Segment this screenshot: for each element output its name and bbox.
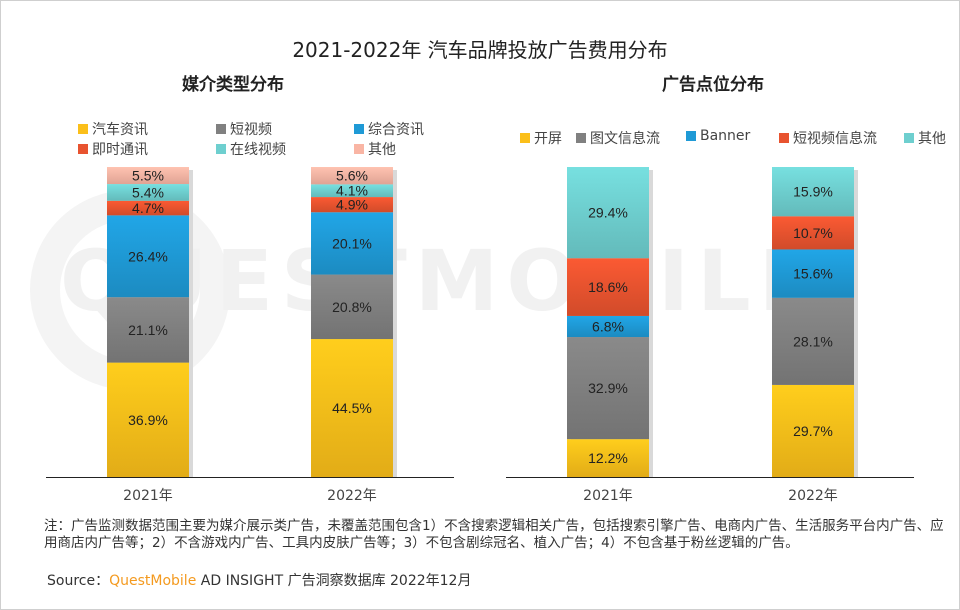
bar-segment — [107, 297, 189, 363]
chart-title: 2021-2022年 汽车品牌投放广告费用分布 — [292, 38, 668, 62]
data-label: 26.4% — [128, 248, 168, 264]
legend-swatch — [354, 144, 364, 154]
x-tick-label: 2021年 — [123, 488, 173, 504]
legend-swatch — [686, 131, 696, 141]
data-label: 15.9% — [793, 184, 833, 200]
x-tick-label: 2022年 — [788, 488, 838, 504]
data-label: 5.6% — [336, 168, 368, 184]
bar-segment — [772, 216, 854, 250]
footnote: 注：广告监测数据范围主要为媒介展示类广告，未覆盖范围包含1）不含搜索逻辑相关广告… — [44, 518, 944, 551]
bar-segment — [107, 215, 189, 298]
legend-item: 开屏 — [520, 128, 562, 148]
data-label: 12.2% — [588, 450, 628, 466]
data-label: 4.9% — [336, 197, 368, 213]
data-label: 29.4% — [588, 205, 628, 221]
source-rest: AD INSIGHT 广告洞察数据库 2022年12月 — [196, 573, 472, 589]
bar-segment — [107, 200, 189, 216]
bar-segment — [772, 297, 854, 385]
bar-segment — [567, 439, 649, 477]
legend-item: 短视频 — [216, 119, 272, 139]
bar-segment — [107, 167, 189, 185]
legend-label: 图文信息流 — [590, 131, 660, 147]
legend-item: 在线视频 — [216, 139, 286, 159]
legend-item: Banner — [686, 128, 750, 144]
bar-segment — [567, 258, 649, 316]
bar-segment — [772, 249, 854, 298]
data-label: 6.8% — [592, 319, 624, 335]
bar-segment — [107, 184, 189, 201]
legend-item: 综合资讯 — [354, 119, 424, 139]
legend-swatch — [520, 133, 530, 143]
legend-swatch — [354, 124, 364, 134]
data-label: 20.1% — [332, 235, 372, 251]
legend-swatch — [216, 144, 226, 154]
legend-item: 其他 — [904, 128, 946, 148]
bar-segment — [772, 384, 854, 477]
legend-swatch — [779, 133, 789, 143]
bar-segment — [311, 212, 393, 275]
data-label: 18.6% — [588, 279, 628, 295]
bar-segment — [311, 197, 393, 213]
legend-item: 短视频信息流 — [779, 128, 877, 148]
chart-0: 36.9% 21.1% 26.4% 4.7%5.4%5.5% 2021年 44.5% 20.… — [46, 167, 454, 504]
x-tick-label: 2021年 — [583, 488, 633, 504]
source-line: Source：QuestMobile AD INSIGHT 广告洞察数据库 20… — [47, 570, 471, 590]
bar-segment — [772, 167, 854, 217]
data-label: 5.4% — [132, 184, 164, 200]
bar-segment — [567, 337, 649, 440]
legend-label: 即时通讯 — [92, 142, 148, 158]
legend-swatch — [216, 124, 226, 134]
bar-segment — [567, 167, 649, 259]
data-label: 36.9% — [128, 412, 168, 428]
data-label: 29.7% — [793, 423, 833, 439]
data-label: 4.7% — [132, 200, 164, 216]
data-label: 5.5% — [132, 168, 164, 184]
x-tick-label: 2022年 — [327, 488, 377, 504]
legend-label: 综合资讯 — [368, 122, 424, 138]
data-label: 15.6% — [793, 266, 833, 282]
legend-swatch — [78, 124, 88, 134]
source-brand: QuestMobile — [109, 573, 197, 589]
data-label: 32.9% — [588, 380, 628, 396]
data-label: 44.5% — [332, 400, 372, 416]
source-prefix: Source： — [47, 573, 110, 589]
legend-item: 汽车资讯 — [78, 119, 148, 139]
legend-label: Banner — [700, 128, 751, 144]
legend-item: 即时通讯 — [78, 139, 148, 159]
bar-segment — [311, 167, 393, 185]
legend-swatch — [904, 133, 914, 143]
right-chart-title: 广告点位分布 — [662, 75, 764, 95]
bar-segment — [567, 315, 649, 338]
legend-swatch — [78, 144, 88, 154]
legend-label: 开屏 — [534, 131, 562, 147]
legend-swatch — [576, 133, 586, 143]
bar-segment — [107, 362, 189, 477]
legend-label: 短视频 — [230, 122, 272, 138]
legend-item: 图文信息流 — [576, 128, 660, 148]
legend-label: 其他 — [918, 131, 946, 147]
legend-item: 其他 — [354, 139, 396, 159]
bar-segment — [311, 339, 393, 477]
data-label: 21.1% — [128, 322, 168, 338]
legend-label: 其他 — [368, 142, 396, 158]
legend-ad-position: 开屏 图文信息流 Banner 短视频信息流 其他 — [520, 128, 946, 172]
left-chart-title: 媒介类型分布 — [182, 75, 284, 95]
data-label: 20.8% — [332, 299, 372, 315]
data-label: 10.7% — [793, 225, 833, 241]
legend-media-type: 汽车资讯 短视频 综合资讯即时通讯 在线视频 其他 — [78, 119, 498, 163]
legend-label: 在线视频 — [230, 142, 286, 158]
data-label: 28.1% — [793, 333, 833, 349]
bar-segment — [311, 184, 393, 198]
legend-label: 短视频信息流 — [793, 131, 877, 147]
data-label: 4.1% — [336, 183, 368, 199]
legend-label: 汽车资讯 — [92, 122, 148, 138]
bar-segment — [311, 274, 393, 340]
chart-1: 12.2% 32.9% 6.8% 18.6% 29.4% 2021年 29.7% 28.1% 1… — [506, 167, 914, 504]
